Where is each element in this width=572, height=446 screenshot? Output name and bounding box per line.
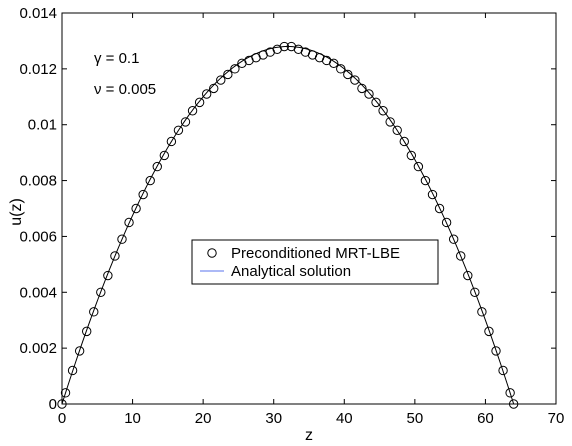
x-axis-ticks: 0 10 20 30 40 50 60 70 [58, 13, 565, 427]
data-point-marker [216, 75, 226, 85]
data-point-marker [67, 365, 78, 376]
data-point-marker [138, 189, 148, 200]
data-point-marker [343, 69, 353, 80]
data-point-marker [392, 125, 402, 136]
data-point-marker [385, 117, 395, 127]
y-tick-label: 0.014 [19, 5, 57, 22]
y-tick-label: 0 [49, 396, 57, 413]
data-point-marker [103, 270, 113, 281]
y-tick-label: 0.012 [19, 61, 57, 78]
data-point-marker [399, 136, 409, 147]
x-tick-label: 0 [58, 410, 66, 427]
data-point-marker [350, 75, 360, 85]
data-point-marker [82, 326, 92, 337]
data-point-marker [209, 83, 219, 94]
x-tick-label: 70 [548, 410, 565, 427]
plot-area-frame [61, 12, 557, 405]
x-axis-label: z [305, 427, 313, 444]
data-point-marker [152, 161, 162, 172]
data-point-marker [74, 346, 85, 356]
data-point-marker [223, 69, 233, 80]
data-point-marker [484, 326, 494, 337]
y-axis-label: u(z) [8, 198, 25, 226]
data-point-marker [378, 106, 388, 116]
data-point-marker [413, 161, 424, 172]
y-tick-label: 0.006 [19, 228, 57, 245]
data-point-marker [364, 89, 374, 99]
data-point-marker [448, 234, 459, 244]
y-tick-label: 0.008 [19, 173, 57, 190]
y-tick-label: 0.002 [19, 340, 57, 357]
data-point-marker [441, 217, 452, 228]
nu-annotation: ν = 0.005 [94, 81, 156, 98]
x-tick-label: 20 [195, 410, 212, 427]
data-point-marker [505, 388, 515, 398]
legend-label-analytical: Analytical solution [231, 263, 351, 280]
data-point-marker [124, 217, 134, 228]
data-point-marker [230, 64, 240, 74]
legend-label-mrt-lbe: Preconditioned MRT-LBE [231, 245, 400, 262]
analytical-solution-line [61, 46, 515, 405]
data-point-marker [371, 97, 381, 108]
data-point-marker [110, 251, 120, 261]
data-point-marker [194, 97, 205, 108]
data-point-marker [89, 307, 99, 317]
data-point-marker [463, 270, 473, 281]
data-point-marker [131, 203, 141, 214]
x-tick-label: 10 [124, 410, 141, 427]
legend-marker-circle [207, 248, 217, 258]
data-point-marker [117, 234, 127, 244]
x-tick-label: 40 [336, 410, 353, 427]
data-point-marker [434, 203, 445, 214]
data-point-marker [96, 287, 106, 297]
mrt-lbe-markers [57, 41, 519, 409]
y-tick-label: 0.01 [28, 117, 57, 134]
data-point-marker [420, 175, 431, 186]
x-tick-label: 50 [407, 410, 424, 427]
data-point-marker [406, 150, 417, 161]
data-point-marker [329, 58, 339, 68]
data-point-marker [60, 388, 71, 398]
data-point-marker [498, 365, 508, 376]
legend-box [191, 239, 439, 285]
data-point-marker [159, 150, 170, 161]
data-point-marker [201, 89, 212, 99]
x-tick-label: 30 [265, 410, 282, 427]
data-point-marker [336, 64, 346, 74]
x-tick-label: 60 [477, 410, 494, 427]
y-tick-label: 0.004 [19, 284, 57, 301]
data-point-marker [357, 83, 367, 94]
data-point-marker [508, 399, 519, 409]
legend: Preconditioned MRT-LBE Analytical soluti… [191, 239, 439, 285]
data-point-marker [279, 41, 289, 52]
data-point-marker [166, 136, 177, 147]
y-axis-ticks: 0 0.002 0.004 0.006 0.008 0.01 0.012 0.014 [19, 5, 556, 413]
data-point-marker [187, 106, 198, 116]
data-point-marker [145, 175, 155, 186]
data-point-marker [477, 307, 487, 317]
data-point-marker [491, 346, 501, 356]
data-point-marker [456, 251, 466, 261]
data-point-marker [427, 189, 438, 200]
gamma-annotation: γ = 0.1 [94, 50, 139, 67]
data-point-marker [173, 125, 184, 136]
data-point-marker [470, 287, 480, 297]
data-point-marker [180, 117, 191, 127]
data-point-marker [57, 399, 67, 409]
